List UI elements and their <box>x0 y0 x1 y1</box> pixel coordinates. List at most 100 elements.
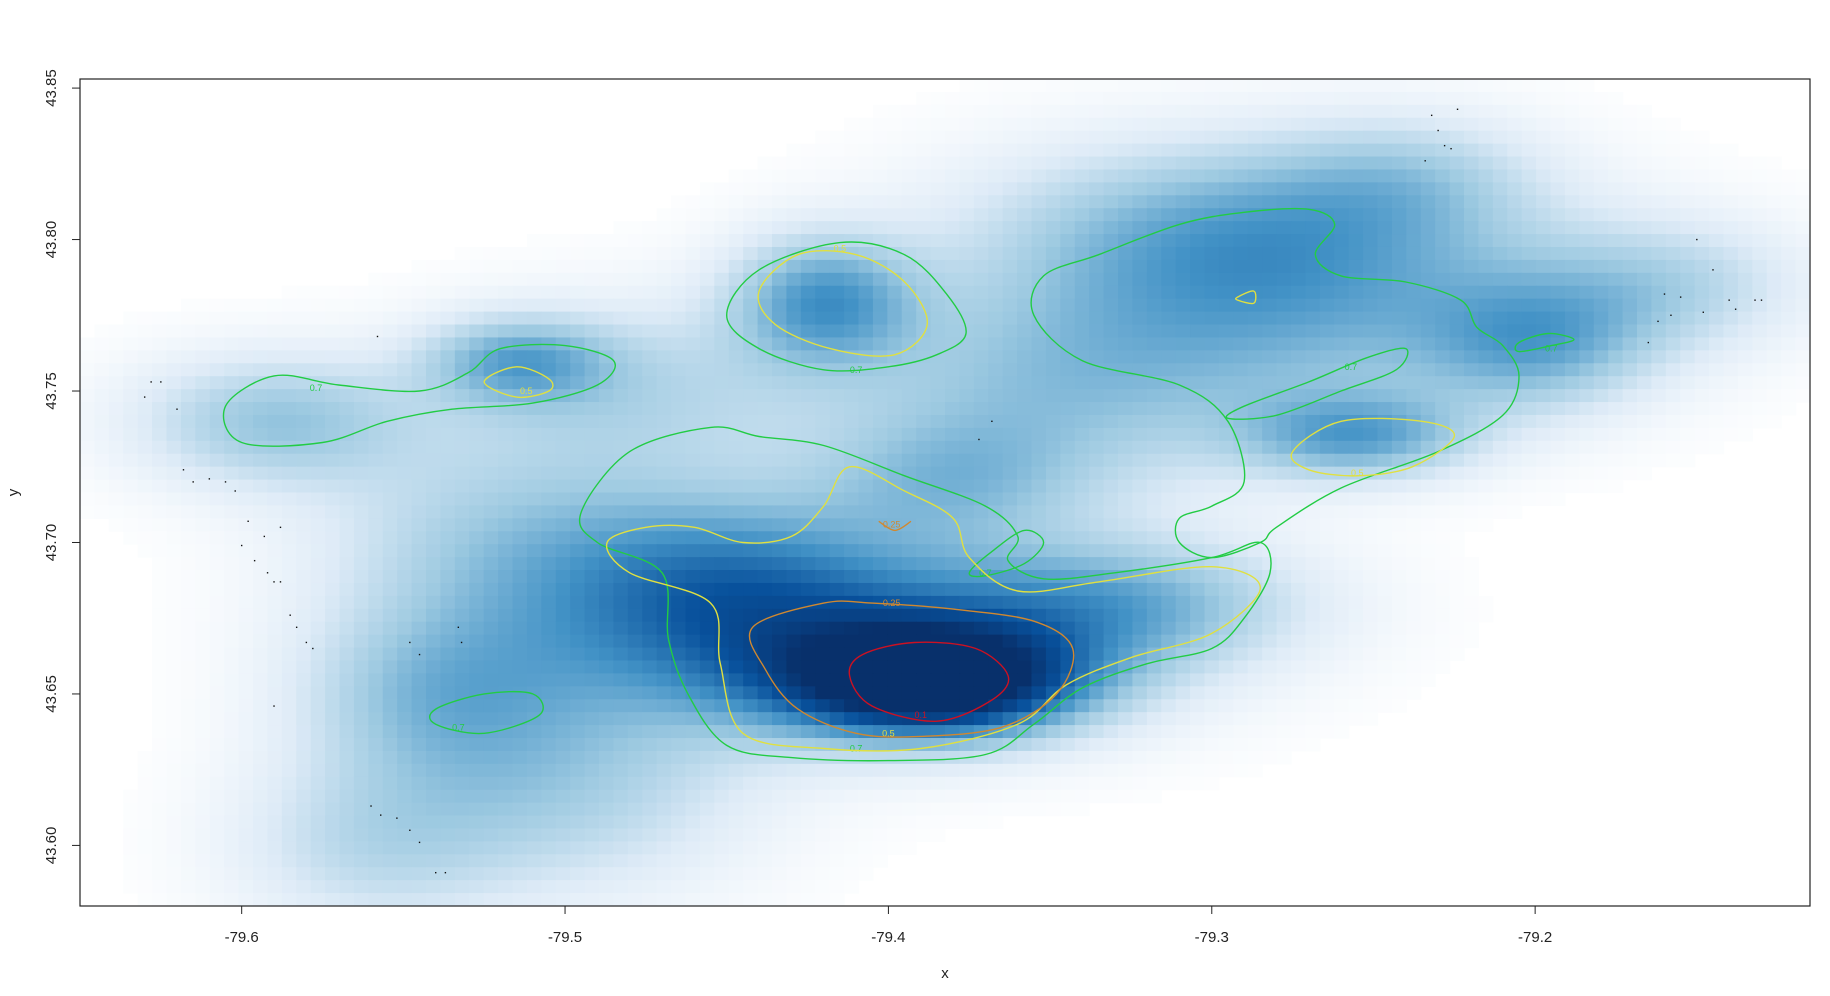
heatmap-cell <box>1478 130 1494 145</box>
heatmap-cell <box>1118 621 1134 636</box>
heatmap-cell <box>1002 738 1018 752</box>
heatmap-cell <box>166 376 182 390</box>
heatmap-cell <box>1406 130 1422 145</box>
heatmap-cell <box>1060 182 1076 196</box>
heatmap-cell <box>1190 324 1206 339</box>
heatmap-cell <box>1002 647 1018 662</box>
heatmap-cell <box>699 660 715 674</box>
heatmap-cell <box>714 712 730 726</box>
heatmap-cell <box>1637 234 1653 248</box>
heatmap-cell <box>844 402 860 416</box>
heatmap-cell <box>1391 673 1407 687</box>
heatmap-cell <box>411 363 427 377</box>
heatmap-cell <box>454 363 470 377</box>
heatmap-cell <box>1521 246 1537 261</box>
heatmap-cell <box>440 337 456 351</box>
heatmap-cell <box>1622 427 1638 442</box>
heatmap-cell <box>1420 350 1436 364</box>
heatmap-cell <box>1118 608 1134 623</box>
heatmap-cell <box>469 750 485 765</box>
heatmap-cell <box>1089 208 1105 222</box>
heatmap-cell <box>627 582 643 597</box>
heatmap-cell <box>1291 453 1307 468</box>
heatmap-cell <box>858 660 874 674</box>
heatmap-cell <box>757 389 773 403</box>
heatmap-cell <box>1089 389 1105 403</box>
heatmap-cell <box>353 725 369 739</box>
heatmap-cell <box>786 505 802 519</box>
heatmap-cell <box>800 453 816 468</box>
heatmap-cell <box>1305 621 1321 636</box>
heatmap-cell <box>642 763 658 778</box>
heatmap-cell <box>512 673 528 687</box>
heatmap-cell <box>1074 634 1090 649</box>
heatmap-cell <box>1334 208 1350 222</box>
heatmap-cell <box>310 673 326 687</box>
heatmap-cell <box>296 479 312 494</box>
heatmap-cell <box>512 647 528 662</box>
heatmap-cell <box>1031 337 1047 351</box>
heatmap-cell <box>267 298 283 313</box>
heatmap-cell <box>1146 298 1162 313</box>
heatmap-cell <box>1579 324 1595 339</box>
heatmap-cell <box>1276 195 1292 209</box>
heatmap-cell <box>844 763 860 778</box>
heatmap-cell <box>353 311 369 326</box>
heatmap-cell <box>512 246 528 261</box>
heatmap-cell <box>1348 531 1364 545</box>
heatmap-cell <box>224 634 240 649</box>
heatmap-cell <box>483 673 499 687</box>
heatmap-cell <box>570 492 586 507</box>
heatmap-cell <box>1291 234 1307 248</box>
heatmap-cell <box>959 414 975 429</box>
heatmap-cell <box>1766 350 1782 364</box>
heatmap-cell <box>743 570 759 584</box>
heatmap-cell <box>959 156 975 171</box>
heatmap-cell <box>887 298 903 313</box>
heatmap-cell <box>281 647 297 662</box>
heatmap-cell <box>599 647 615 662</box>
heatmap-cell <box>613 363 629 377</box>
heatmap-cell <box>1146 414 1162 429</box>
heatmap-cell <box>1233 143 1249 158</box>
heatmap-cell <box>1536 117 1552 132</box>
heatmap-cell <box>1391 363 1407 377</box>
heatmap-cell <box>238 763 254 778</box>
heatmap-cell <box>728 337 744 351</box>
heatmap-cell <box>1291 324 1307 339</box>
heatmap-cell <box>642 608 658 623</box>
heatmap-cell <box>800 699 816 713</box>
heatmap-cell <box>152 647 168 662</box>
heatmap-cell <box>1478 414 1494 429</box>
heatmap-cell <box>281 453 297 468</box>
heatmap-cell <box>800 143 816 158</box>
heatmap-cell <box>1045 246 1061 261</box>
heatmap-cell <box>829 466 845 481</box>
heatmap-cell <box>930 699 946 713</box>
heatmap-cell <box>930 531 946 545</box>
heatmap-cell <box>714 298 730 313</box>
heatmap-cell <box>671 750 687 765</box>
heatmap-cell <box>1363 208 1379 222</box>
heatmap-cell <box>829 647 845 662</box>
heatmap-cell <box>599 389 615 403</box>
heatmap-cell <box>382 621 398 636</box>
heatmap-cell <box>281 337 297 351</box>
heatmap-cell <box>714 582 730 597</box>
heatmap-cell <box>1060 402 1076 416</box>
heatmap-cell <box>1305 647 1321 662</box>
heatmap-cell <box>570 402 586 416</box>
heatmap-cell <box>829 389 845 403</box>
heatmap-cell <box>1146 130 1162 145</box>
heatmap-cell <box>829 298 845 313</box>
heatmap-cell <box>411 544 427 558</box>
heatmap-cell <box>656 608 672 623</box>
heatmap-cell <box>1017 376 1033 390</box>
heatmap-cell <box>699 298 715 313</box>
heatmap-cell <box>858 208 874 222</box>
heatmap-cell <box>1146 272 1162 287</box>
heatmap-cell <box>1579 337 1595 351</box>
heatmap-cell <box>945 402 961 416</box>
heatmap-cell <box>1190 130 1206 145</box>
heatmap-cell <box>296 621 312 636</box>
